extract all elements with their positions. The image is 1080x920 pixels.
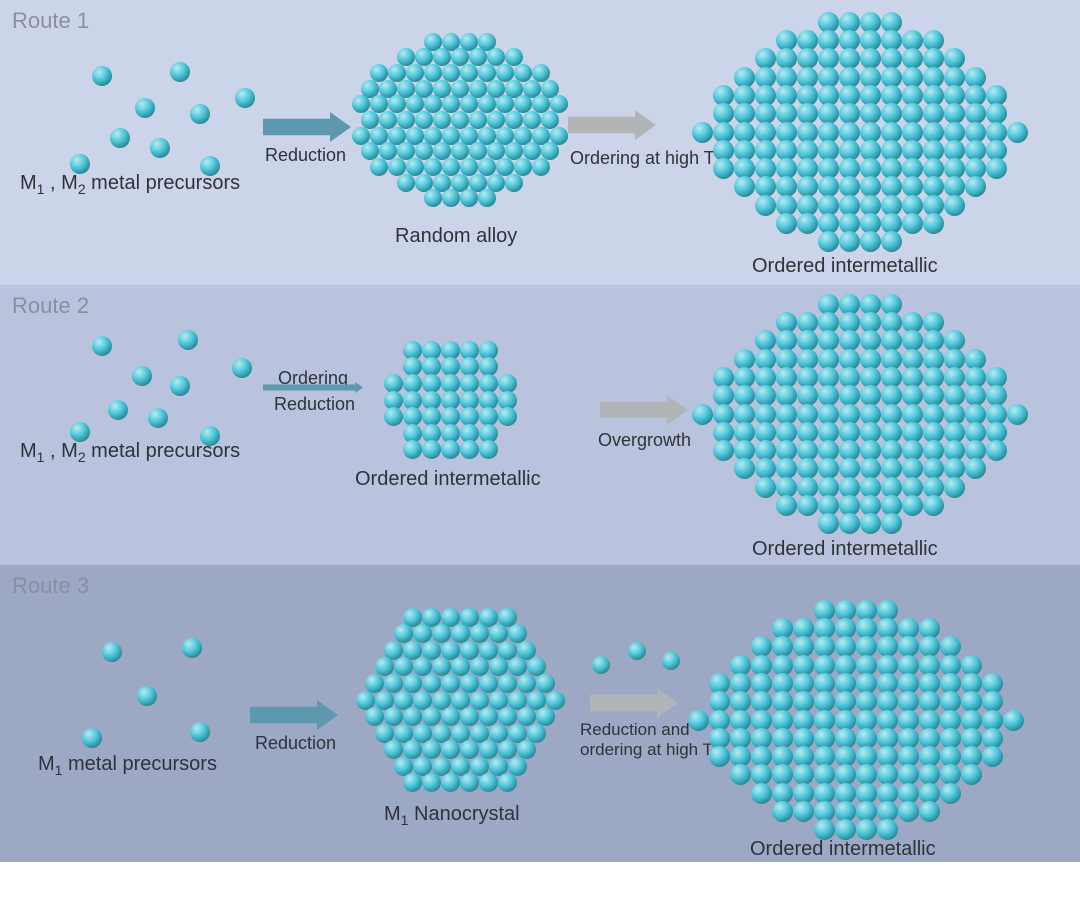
lattice-atom xyxy=(944,195,965,216)
precursor-atom xyxy=(70,422,90,442)
lattice-atom xyxy=(776,495,797,516)
precursor-atom xyxy=(232,358,252,378)
lattice-atom xyxy=(986,440,1007,461)
lattice-atom xyxy=(730,764,751,785)
lattice-atom xyxy=(460,440,479,459)
lattice-atom xyxy=(982,746,1003,767)
lattice-atom xyxy=(498,407,517,426)
diagram-label: M1 metal precursors xyxy=(38,753,217,778)
panel-title: Route 1 xyxy=(12,8,89,34)
precursor-atom xyxy=(235,88,255,108)
lattice-atom xyxy=(692,122,713,143)
lattice-atom xyxy=(713,158,734,179)
precursor-atom xyxy=(132,366,152,386)
lattice-atom xyxy=(441,440,460,459)
lattice-atom xyxy=(965,176,986,197)
precursor-atom xyxy=(170,376,190,396)
precursor-atom xyxy=(150,138,170,158)
lattice-atom xyxy=(793,801,814,822)
lattice-atom xyxy=(422,440,441,459)
lattice-atom xyxy=(370,158,388,176)
precursor-atom xyxy=(108,400,128,420)
precursor-atom xyxy=(110,128,130,148)
lattice-atom xyxy=(532,158,550,176)
precursor-atom xyxy=(70,154,90,174)
lattice-atom xyxy=(965,458,986,479)
precursor-atom xyxy=(137,686,157,706)
lattice-atom xyxy=(986,158,1007,179)
lattice-atom xyxy=(479,440,498,459)
lattice-atom xyxy=(688,710,709,731)
lattice-atom xyxy=(797,495,818,516)
lattice-atom xyxy=(1007,122,1028,143)
lattice-atom xyxy=(898,801,919,822)
lattice-atom xyxy=(961,764,982,785)
lattice-atom xyxy=(505,174,523,192)
lattice-atom xyxy=(713,440,734,461)
precursor-atom xyxy=(178,330,198,350)
precursor-atom xyxy=(170,62,190,82)
lattice-atom xyxy=(923,495,944,516)
lattice-atom xyxy=(772,801,793,822)
lattice-atom xyxy=(877,819,898,840)
precursor-atom xyxy=(190,104,210,124)
lattice-atom xyxy=(919,801,940,822)
lattice-atom xyxy=(403,440,422,459)
lattice-atom xyxy=(751,783,772,804)
precursor-atom xyxy=(92,66,112,86)
lattice-atom xyxy=(1007,404,1028,425)
lattice-atom xyxy=(384,407,403,426)
panel-title: Route 2 xyxy=(12,293,89,319)
precursor-atom xyxy=(148,408,168,428)
lattice-atom xyxy=(944,477,965,498)
panel-title: Route 3 xyxy=(12,573,89,599)
lattice-atom xyxy=(460,773,479,792)
lattice-atom xyxy=(1003,710,1024,731)
lattice-atom xyxy=(397,174,415,192)
lattice-atom xyxy=(814,819,835,840)
precursor-atom xyxy=(82,728,102,748)
lattice-atom xyxy=(422,773,441,792)
precursor-atom xyxy=(200,156,220,176)
lattice-atom xyxy=(755,477,776,498)
lattice-atom xyxy=(902,495,923,516)
lattice-atom xyxy=(441,773,460,792)
lattice-atom xyxy=(479,773,498,792)
lattice-atom xyxy=(940,783,961,804)
precursor-atom xyxy=(190,722,210,742)
lattice-atom xyxy=(692,404,713,425)
precursor-atom xyxy=(200,426,220,446)
precursor-atom xyxy=(102,642,122,662)
lattice-atom xyxy=(734,176,755,197)
nanoparticle-route3_mid xyxy=(260,500,660,900)
precursor-atom xyxy=(135,98,155,118)
lattice-atom xyxy=(498,773,517,792)
lattice-atom xyxy=(709,746,730,767)
lattice-atom xyxy=(835,819,856,840)
lattice-atom xyxy=(734,458,755,479)
precursor-atom xyxy=(182,638,202,658)
nanoparticle-route3_end xyxy=(656,520,1056,920)
lattice-atom xyxy=(403,773,422,792)
precursor-atom xyxy=(92,336,112,356)
lattice-atom xyxy=(755,195,776,216)
lattice-atom xyxy=(856,819,877,840)
